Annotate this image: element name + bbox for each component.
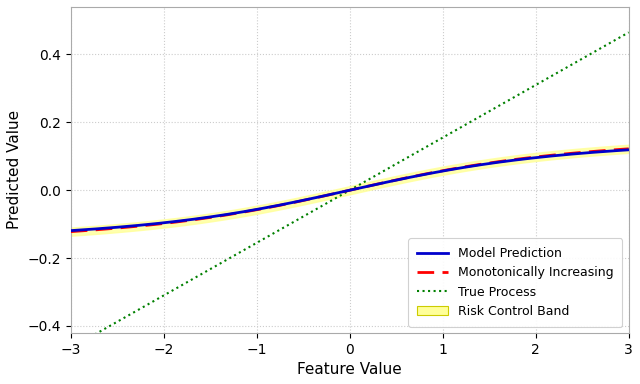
- Monotonically Increasing: [611, 147, 619, 152]
- Line: True Process: True Process: [71, 32, 628, 348]
- Model Prediction: [524, 156, 532, 161]
- True Process: [332, 196, 340, 200]
- Model Prediction: [335, 190, 343, 195]
- True Process: [611, 38, 619, 42]
- Model Prediction: [332, 191, 340, 195]
- Monotonically Increasing: [625, 147, 632, 151]
- Monotonically Increasing: [524, 156, 532, 160]
- True Process: [369, 175, 376, 180]
- Model Prediction: [369, 183, 376, 187]
- True Process: [335, 194, 343, 199]
- Model Prediction: [67, 228, 75, 233]
- Monotonically Increasing: [369, 183, 376, 187]
- True Process: [399, 158, 406, 162]
- True Process: [67, 346, 75, 350]
- True Process: [625, 30, 632, 35]
- Line: Model Prediction: Model Prediction: [71, 150, 628, 231]
- Line: Monotonically Increasing: Monotonically Increasing: [71, 149, 628, 232]
- Monotonically Increasing: [332, 191, 340, 196]
- Legend: Model Prediction, Monotonically Increasing, True Process, Risk Control Band: Model Prediction, Monotonically Increasi…: [408, 238, 623, 326]
- Model Prediction: [611, 148, 619, 153]
- True Process: [524, 87, 532, 92]
- Model Prediction: [625, 147, 632, 152]
- Y-axis label: Predicted Value: Predicted Value: [7, 110, 22, 229]
- X-axis label: Feature Value: Feature Value: [298, 362, 402, 377]
- Monotonically Increasing: [399, 176, 406, 181]
- Monotonically Increasing: [67, 229, 75, 234]
- Model Prediction: [399, 177, 406, 181]
- Monotonically Increasing: [335, 190, 343, 195]
